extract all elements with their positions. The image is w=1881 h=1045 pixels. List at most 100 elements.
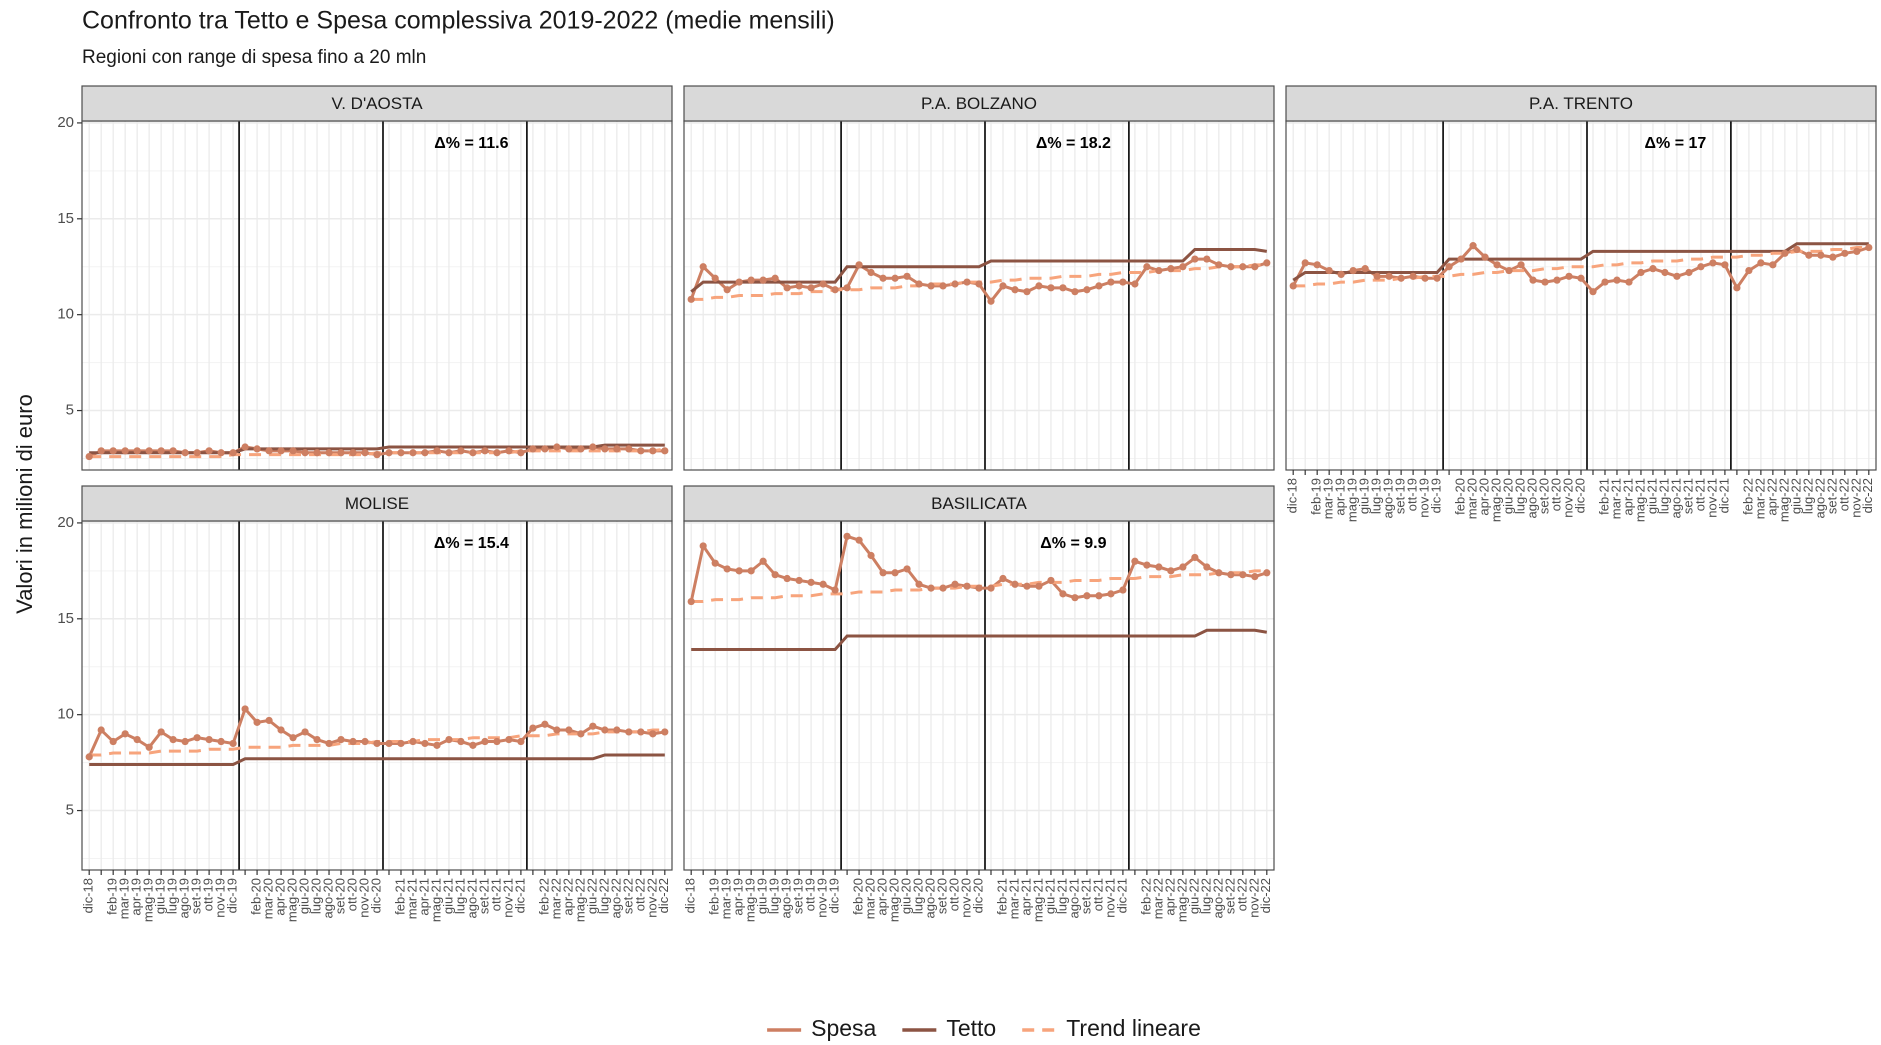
data-point [97,726,105,734]
data-point [1649,265,1657,273]
y-tick-label: 5 [66,402,74,419]
data-point [1517,261,1525,269]
x-tick-label: feb-20 [851,878,866,915]
x-tick-label: dic-19 [827,878,842,913]
data-point [301,449,309,457]
x-tick-label: ago-20 [922,878,937,918]
data-point [831,286,839,294]
x-tick-label: set-21 [1078,878,1093,914]
x-tick-label: set-20 [1536,478,1551,514]
x-tick-label: ott-20 [1548,478,1563,511]
data-point [553,726,561,734]
data-point [529,445,537,453]
x-tick-label: mag-19 [141,878,156,922]
data-point [253,718,261,726]
data-point [157,728,165,736]
x-tick-label: nov-21 [1102,878,1117,918]
x-tick-label: dic-18 [1285,478,1300,513]
x-tick-label: dic-19 [225,878,240,913]
data-point [1769,261,1777,269]
x-tick-label: mar-21 [1608,478,1623,519]
x-tick-label: dic-22 [656,878,671,913]
data-point [1203,563,1211,571]
facet-panel: MOLISE Δ% = 15.4 5 10 15 20 dic-18 feb-19mar-19… [57,485,673,922]
data-point [445,449,453,457]
data-point [747,567,755,575]
data-point [181,449,189,457]
x-tick-label: ott-19 [1405,478,1420,511]
data-point [157,447,165,455]
data-point [1035,582,1043,590]
data-point [1251,263,1259,271]
annotation: Δ% = 18.2 [1036,135,1111,152]
y-tick-label: 20 [57,514,74,531]
x-tick-label: set-19 [791,878,806,914]
data-point [541,720,549,728]
data-point [1059,284,1067,292]
data-point [1685,268,1693,277]
data-point [1143,561,1151,569]
x-tick-label: nov-20 [356,878,371,918]
data-point [1757,259,1765,267]
data-point [205,736,213,744]
data-point [1553,276,1561,284]
data-point [145,743,153,751]
data-point [289,734,297,742]
data-point [819,580,827,588]
x-tick-label: nov-19 [213,878,228,918]
data-point [649,447,657,455]
data-point [1565,272,1573,280]
data-point [843,532,851,540]
data-point [1421,274,1429,282]
data-point [433,447,441,455]
x-tick-label: feb-20 [1453,478,1468,515]
data-point [711,274,719,282]
data-point [1733,284,1741,292]
x-tick-label: ott-22 [1836,478,1851,511]
data-point [795,282,803,290]
data-point [577,730,585,738]
data-point [193,734,201,742]
x-tick-label: apr-19 [731,878,746,916]
data-point [1541,278,1549,286]
data-point [1215,261,1223,269]
x-tick-label: dic-22 [1258,878,1273,913]
x-tick-label: giu-19 [755,878,770,914]
x-tick-label: nov-21 [500,878,515,918]
x-tick-label: mar-20 [1465,478,1480,519]
data-point [999,282,1007,290]
x-tick-label: apr-20 [273,878,288,916]
data-point [1529,276,1537,284]
x-tick-label: ott-21 [488,878,503,911]
x-tick-label: lug-19 [767,878,782,914]
data-point [625,728,633,736]
data-point [903,565,911,573]
x-tick-label: lug-20 [910,878,925,914]
data-point [601,726,609,734]
data-point [1011,580,1019,588]
data-point [879,569,887,577]
data-point [1469,242,1477,250]
x-tick-label: ott-19 [803,878,818,911]
x-tick-label: set-22 [1824,478,1839,514]
x-tick-label: set-21 [1680,478,1695,514]
data-point [1373,272,1381,280]
data-point [1227,263,1235,271]
x-tick-label: ott-19 [201,878,216,911]
facet-strip [81,85,673,122]
data-point [85,452,93,461]
x-tick-label: nov-22 [1848,478,1863,518]
data-point [1023,582,1031,590]
data-point [541,445,549,453]
data-point [783,284,791,292]
x-tick-label: feb-19 [707,878,722,915]
data-point [601,445,609,453]
x-tick-label: feb-21 [994,878,1009,915]
x-tick-label: lug-21 [1656,478,1671,514]
data-point [1745,266,1753,275]
x-tick-label: feb-21 [1596,478,1611,515]
data-point [1215,569,1223,577]
data-point [1325,266,1333,275]
y-tick-label: 5 [66,802,74,819]
